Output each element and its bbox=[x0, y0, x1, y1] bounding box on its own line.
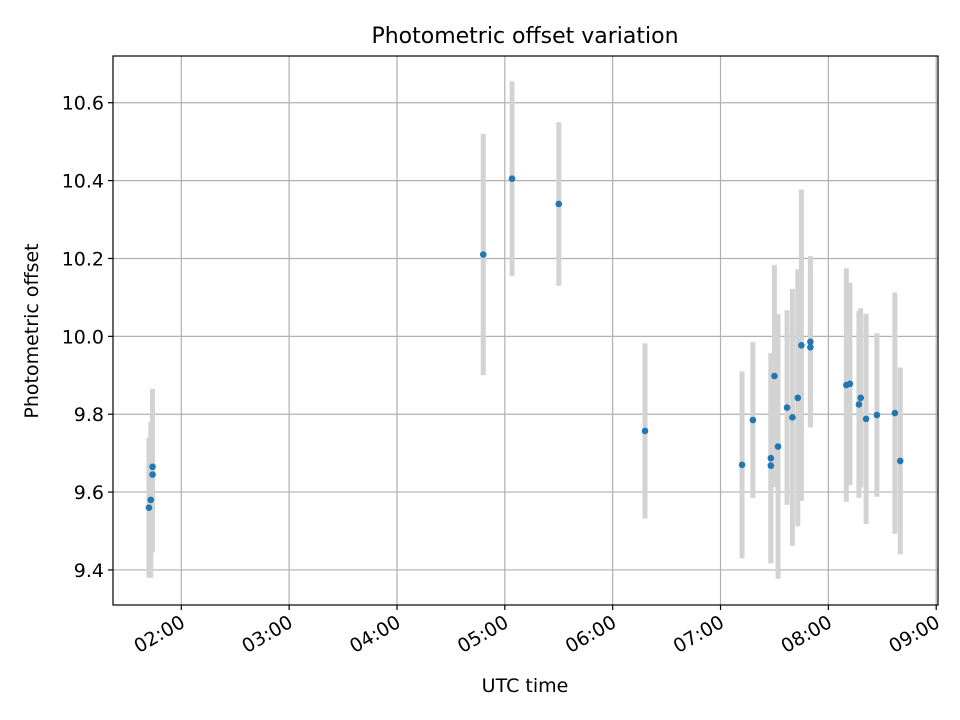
data-point bbox=[767, 454, 775, 462]
data-point bbox=[774, 443, 782, 450]
data-point bbox=[857, 394, 865, 402]
y-tick-label: 10.0 bbox=[62, 326, 104, 348]
data-point bbox=[738, 461, 746, 469]
data-point bbox=[794, 394, 802, 402]
data-point bbox=[641, 427, 649, 435]
chart-title: Photometric offset variation bbox=[371, 24, 678, 49]
x-axis-label: UTC time bbox=[482, 675, 569, 697]
y-tick-label: 9.4 bbox=[74, 560, 104, 582]
data-point bbox=[767, 462, 775, 469]
data-point bbox=[771, 372, 778, 380]
data-point bbox=[783, 404, 791, 411]
data-point bbox=[789, 414, 796, 421]
data-point bbox=[749, 416, 757, 424]
y-tick-label: 10.4 bbox=[62, 171, 104, 193]
data-point bbox=[807, 338, 814, 346]
y-axis-label: Photometric offset bbox=[21, 243, 43, 418]
data-point bbox=[873, 411, 881, 419]
data-point bbox=[145, 504, 153, 511]
data-point bbox=[479, 251, 487, 258]
data-point bbox=[846, 380, 854, 388]
data-point bbox=[807, 343, 814, 351]
data-point bbox=[798, 341, 805, 349]
data-point bbox=[508, 175, 516, 182]
y-tick-label: 10.2 bbox=[62, 248, 104, 270]
y-tick-label: 10.6 bbox=[62, 93, 104, 115]
y-axis-ticks: 9.4 9.6 9.8 10.0 10.2 10.4 10.6 bbox=[62, 93, 113, 582]
data-point bbox=[147, 496, 155, 504]
point-layer bbox=[145, 175, 904, 511]
y-tick-label: 9.8 bbox=[74, 404, 104, 426]
data-point bbox=[862, 415, 870, 423]
data-point bbox=[555, 200, 563, 208]
data-point bbox=[891, 409, 899, 417]
data-point bbox=[896, 457, 904, 465]
data-point bbox=[149, 463, 156, 471]
plot-area-frame bbox=[112, 55, 939, 606]
data-point bbox=[855, 401, 863, 408]
y-tick-label: 9.6 bbox=[74, 482, 104, 504]
data-point bbox=[149, 471, 156, 478]
